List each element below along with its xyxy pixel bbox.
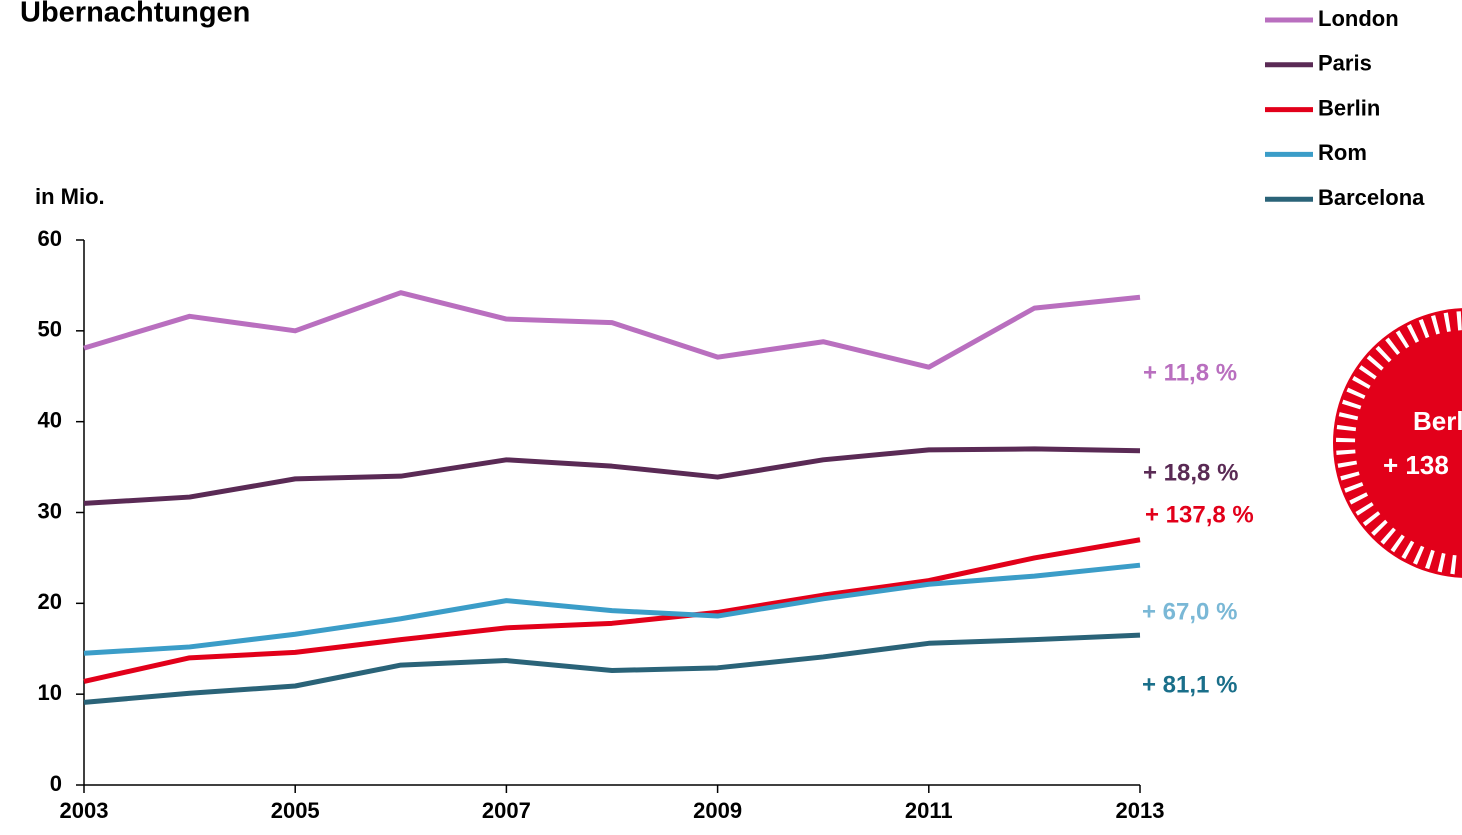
badge-text: + 138 — [1383, 450, 1449, 480]
series-line — [83, 632, 1141, 705]
annotation: + 67,0 % — [1142, 598, 1237, 625]
y-tick-label: 30 — [38, 498, 62, 523]
x-tick-label: 2011 — [905, 798, 953, 823]
legend-label: Paris — [1318, 51, 1372, 76]
series-line — [83, 446, 1141, 506]
series-line — [83, 290, 1141, 370]
annotation: + 81,1 % — [1142, 671, 1237, 698]
series-line — [83, 562, 1141, 656]
x-tick-label: 2007 — [482, 798, 531, 823]
annotation: + 11,8 % — [1143, 359, 1237, 386]
x-tick-label: 2003 — [60, 798, 109, 823]
annotation: + 137,8 % — [1145, 501, 1254, 528]
x-tick-label: 2009 — [693, 798, 742, 823]
annotation: + 18,8 % — [1143, 459, 1238, 486]
y-tick-label: 40 — [38, 407, 62, 432]
chart-title: Übernachtungen — [20, 0, 250, 29]
legend-label: London — [1318, 6, 1399, 31]
y-tick-label: 20 — [38, 589, 62, 614]
x-tick-label: 2013 — [1116, 798, 1165, 823]
legend-label: Barcelona — [1318, 185, 1425, 210]
badge-inner — [1355, 330, 1462, 556]
x-tick-label: 2005 — [271, 798, 320, 823]
y-tick-label: 50 — [38, 317, 62, 342]
y-tick-label: 0 — [50, 771, 62, 796]
y-axis-label: in Mio. — [35, 184, 105, 209]
y-tick-label: 60 — [38, 226, 62, 251]
badge-text: Berl — [1413, 406, 1462, 436]
y-tick-label: 10 — [38, 680, 62, 705]
series-line — [83, 537, 1141, 684]
legend-label: Rom — [1318, 140, 1367, 165]
legend-label: Berlin — [1318, 95, 1380, 120]
